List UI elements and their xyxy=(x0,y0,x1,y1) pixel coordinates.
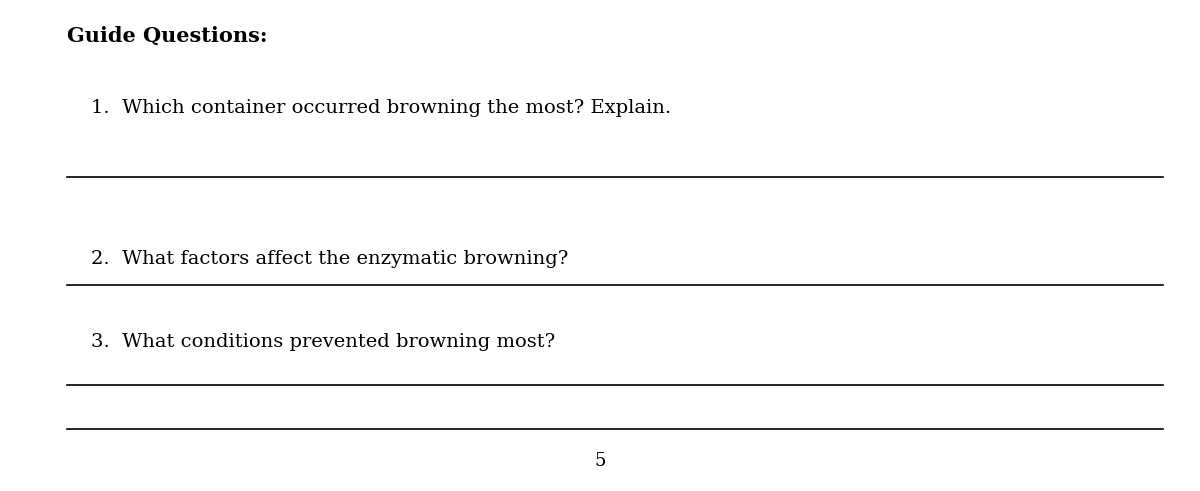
Text: 1.  Which container occurred browning the most? Explain.: 1. Which container occurred browning the… xyxy=(91,99,671,117)
Text: 3.  What conditions prevented browning most?: 3. What conditions prevented browning mo… xyxy=(91,333,556,352)
Text: Guide Questions:: Guide Questions: xyxy=(67,26,268,46)
Text: 5: 5 xyxy=(594,452,606,470)
Text: 2.  What factors affect the enzymatic browning?: 2. What factors affect the enzymatic bro… xyxy=(91,250,569,269)
